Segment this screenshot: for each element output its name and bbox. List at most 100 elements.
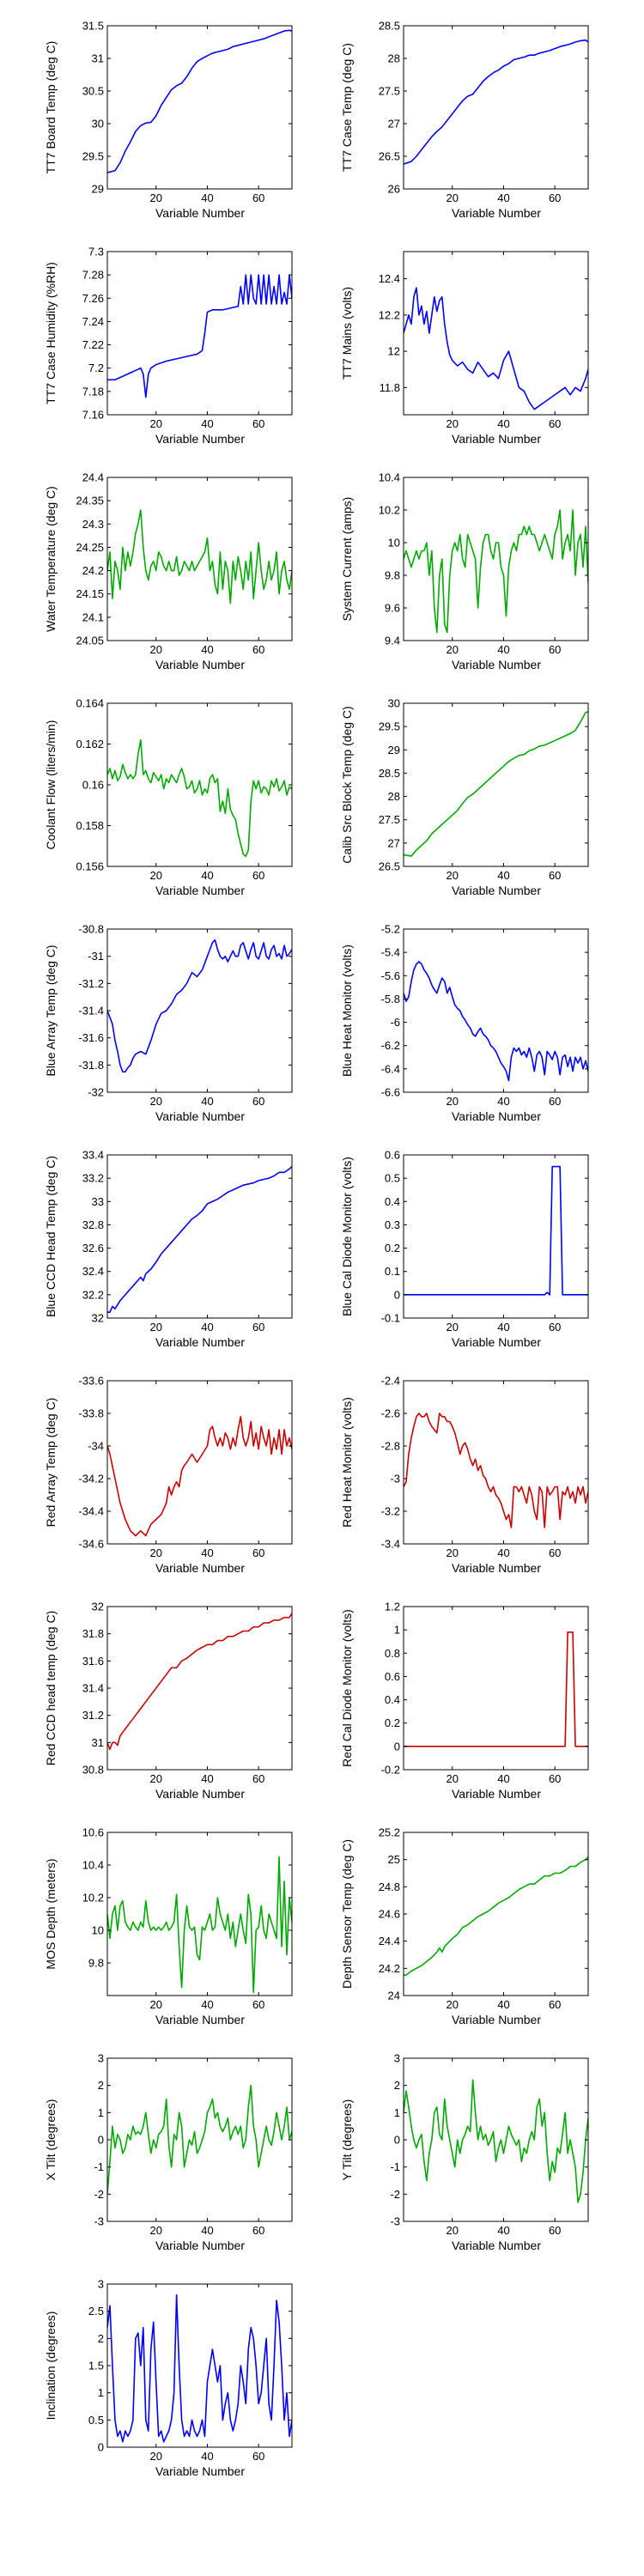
- y-tick-label: -1: [390, 2160, 400, 2173]
- y-tick-label: -2.6: [381, 1407, 400, 1420]
- y-tick-label: 9.8: [88, 1957, 104, 1970]
- y-tick-label: 0.156: [76, 860, 104, 873]
- y-tick-label: 1: [394, 1624, 400, 1637]
- x-tick-label: 60: [549, 869, 561, 882]
- y-tick-label: -34: [88, 1440, 104, 1453]
- chart-svg: 20 40 60 9.4 9.6 9.8 10 10.2 10.4: [379, 471, 589, 656]
- chart-svg: 20 40 60 11.8 12 12.2 12.4: [379, 251, 589, 430]
- chart-svg: 20 40 60 -3.4 -3.2 -3 -2.8 -2.6 -2.4: [381, 1375, 589, 1559]
- x-tick-label: 40: [201, 643, 213, 656]
- chart-svg: 20 40 60 -3 -2 -1 0 1 2 3: [390, 2052, 589, 2237]
- y-tick-label: 0.2: [385, 1242, 400, 1255]
- chart-panel: TT7 Mains (volts) Variable Number 20 40 60 11…: [340, 241, 601, 456]
- y-tick-label: -6.4: [381, 1062, 400, 1075]
- y-tick-label: -6: [390, 1016, 400, 1029]
- series-line: [404, 1413, 588, 1528]
- x-tick-label: 40: [497, 1095, 509, 1108]
- chart-panel: Blue Array Temp (deg C) Variable Number 20…: [44, 919, 305, 1133]
- y-tick-label: 24.2: [82, 564, 104, 577]
- y-tick-label: 9.4: [385, 635, 400, 647]
- y-tick-label: 10.2: [82, 1892, 104, 1905]
- chart-svg: 20 40 60 -0.2 0 0.2 0.4 0.6 0.8 1 1.2: [381, 1601, 589, 1785]
- axes-box: [403, 1380, 589, 1545]
- y-tick-label: 24.3: [82, 518, 104, 531]
- y-tick-label: 30: [92, 118, 104, 131]
- x-tick-label: 40: [201, 417, 213, 430]
- y-tick-label: 3: [394, 2052, 400, 2065]
- y-tick-label: -30.8: [78, 923, 104, 936]
- x-tick-label: 40: [497, 2224, 509, 2237]
- y-tick-label: -3.2: [381, 1505, 400, 1518]
- x-axis-label: Variable Number: [155, 2464, 245, 2478]
- x-tick-label: 20: [150, 1772, 162, 1785]
- y-tick-label: 11.8: [380, 381, 400, 394]
- y-tick-label: 31.5: [82, 20, 104, 33]
- x-tick-label: 40: [497, 1321, 509, 1334]
- x-tick-label: 20: [447, 1772, 459, 1785]
- y-tick-label: 31.2: [82, 1709, 104, 1722]
- y-tick-label: 0: [98, 2441, 104, 2454]
- chart-svg: 20 40 60 9.8 10 10.2 10.4 10.6: [82, 1826, 293, 2011]
- y-tick-label: 33: [92, 1195, 104, 1208]
- chart-svg: 20 40 60 -0.1 0 0.1 0.2 0.3 0.4 0.5 0.6: [381, 1149, 589, 1334]
- y-tick-label: -31: [88, 950, 104, 963]
- y-tick-label: -2.4: [381, 1375, 400, 1388]
- axes-box: [106, 477, 293, 641]
- y-tick-label: 0.4: [385, 1195, 400, 1208]
- chart-svg: 20 40 60 26.5 27 27.5 28 28.5 29 29.5 30: [379, 697, 589, 882]
- y-tick-label: 32.2: [82, 1288, 104, 1301]
- y-tick-label: 0.16: [82, 779, 104, 792]
- x-tick-label: 60: [252, 2224, 264, 2237]
- x-tick-label: 40: [201, 1772, 213, 1785]
- chart-svg: 20 40 60 24 24.2 24.4 24.6 24.8 25 25.2: [379, 1826, 589, 2011]
- x-tick-label: 60: [549, 1998, 561, 2011]
- y-tick-label: -3: [390, 2215, 400, 2228]
- y-tick-label: 31.6: [82, 1655, 104, 1668]
- chart-panel: System Current (amps) Variable Number 20 40…: [340, 467, 601, 682]
- x-axis-label: Variable Number: [155, 2239, 245, 2252]
- y-tick-label: 24.15: [76, 587, 104, 600]
- axes-box: [106, 251, 293, 416]
- chart-svg: 20 40 60 -32 -31.8 -31.6 -31.4 -31.2 -31 -30.8: [78, 923, 293, 1108]
- y-tick-label: 33.4: [82, 1149, 104, 1162]
- y-tick-label: 10.6: [82, 1826, 104, 1839]
- x-tick-label: 20: [150, 2450, 162, 2463]
- y-tick-label: 7.22: [82, 338, 104, 351]
- x-tick-label: 20: [447, 1095, 459, 1108]
- y-tick-label: -31.4: [78, 1005, 104, 1018]
- series-line: [107, 274, 292, 398]
- y-tick-label: -33.6: [78, 1375, 104, 1388]
- series-line: [107, 509, 292, 605]
- x-tick-label: 20: [447, 2224, 459, 2237]
- y-tick-label: 7.18: [82, 385, 104, 398]
- y-tick-label: -3: [390, 1473, 400, 1485]
- series-line: [107, 1415, 292, 1537]
- y-tick-label: -34.6: [78, 1538, 104, 1551]
- y-tick-label: -5.8: [381, 993, 400, 1005]
- axes-box: [403, 928, 589, 1093]
- chart-panel: TT7 Board Temp (deg C) Variable Number 20 4…: [44, 15, 305, 230]
- series-line: [107, 1613, 292, 1751]
- chart-svg: 20 40 60 24.05 24.1 24.15 24.2 24.25 24.3 24.35 24…: [76, 471, 293, 656]
- axes-box: [403, 25, 589, 190]
- y-tick-label: 24.25: [76, 541, 104, 554]
- y-tick-label: 0.1: [385, 1265, 400, 1278]
- x-tick-label: 60: [549, 643, 561, 656]
- axes-box: [106, 25, 293, 190]
- y-tick-label: 0.2: [385, 1716, 400, 1729]
- x-tick-label: 60: [252, 2450, 264, 2463]
- y-tick-label: 12: [388, 345, 400, 358]
- chart-svg: 20 40 60 0 0.5 1 1.5 2 2.5 3: [88, 2278, 293, 2463]
- axes-box: [403, 1154, 589, 1319]
- y-tick-label: 28: [388, 52, 400, 65]
- y-tick-label: 0: [394, 1288, 400, 1301]
- chart-panel: Red Cal Diode Monitor (volts) Variable Nu…: [340, 1596, 601, 1811]
- axes-box: [106, 1154, 293, 1319]
- x-tick-label: 40: [201, 1095, 213, 1108]
- x-tick-label: 60: [549, 2224, 561, 2237]
- y-tick-label: 28: [388, 790, 400, 803]
- y-tick-label: 1: [98, 2386, 104, 2399]
- chart-panel: Depth Sensor Temp (deg C) Variable Number…: [340, 1822, 601, 2037]
- x-tick-label: 40: [497, 1998, 509, 2011]
